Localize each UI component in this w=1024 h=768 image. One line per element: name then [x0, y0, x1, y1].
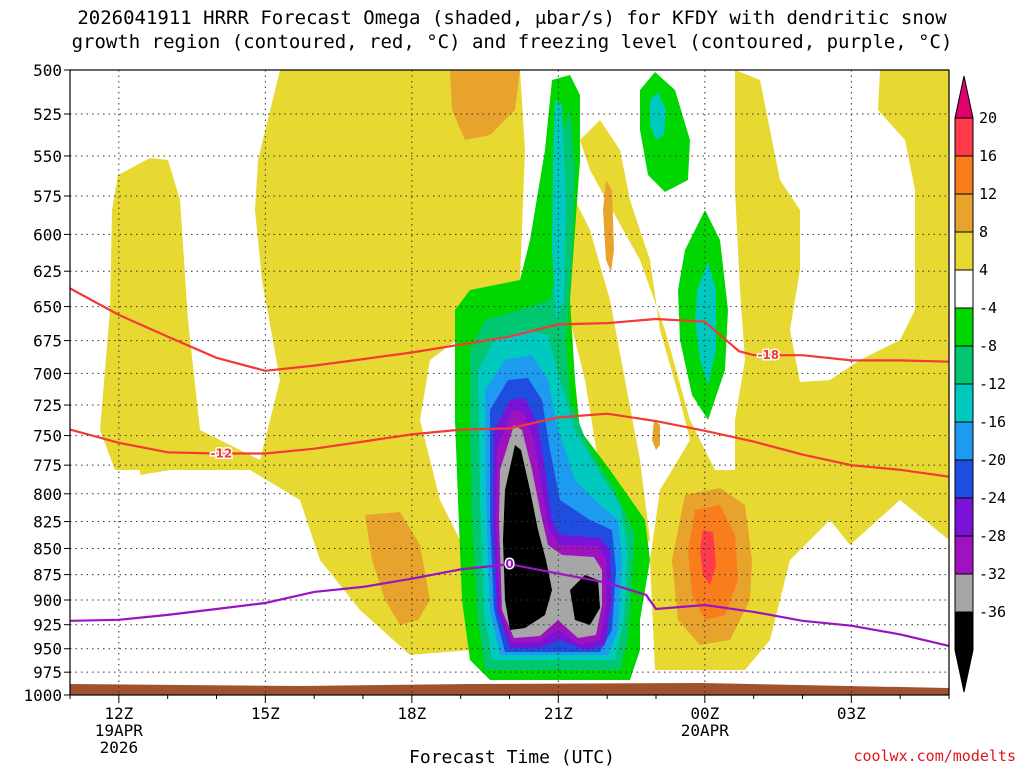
y-tick-label: 925 [33, 616, 62, 635]
x-tick-date-label: 20APR [681, 721, 730, 740]
colorbar-level-label: 4 [979, 261, 988, 279]
y-tick-label: 1000 [23, 686, 62, 705]
y-tick-label: 825 [33, 513, 62, 532]
freezing-level-contour-label: 0 [505, 557, 513, 571]
colorbar-level-label: -4 [979, 299, 997, 317]
colorbar-level-label: 16 [979, 147, 997, 165]
x-tick-year-label: 2026 [100, 738, 139, 757]
omega-fill-neg12-neg16-topstreak [552, 100, 566, 320]
colorbar-swatch [954, 307, 974, 347]
colorbar: 20 16 12 8 4 -4 -8 -12 -16 -20 -24 -28 -32 -36 [954, 75, 1006, 693]
gridlines [70, 70, 949, 695]
omega-fill-8-12-left [365, 512, 430, 625]
colorbar-swatch [954, 269, 974, 309]
y-tick-label: 850 [33, 539, 62, 558]
x-tick-label: 18Z [397, 704, 426, 723]
omega-fill-8-12-thin [603, 180, 614, 272]
colorbar-swatch [954, 611, 974, 651]
colorbar-level-label: -12 [979, 375, 1006, 393]
omega-fill-below-neg36-right [570, 575, 600, 625]
chart-title-line1: 2026041911 HRRR Forecast Omega (shaded, … [77, 7, 947, 29]
omega-fill-4-8-region-left [100, 70, 525, 655]
colorbar-swatch [954, 459, 974, 499]
x-tick-date-label: 19APR [95, 721, 144, 740]
colorbar-swatch [954, 117, 974, 157]
colorbar-swatch [954, 383, 974, 423]
colorbar-swatch [954, 497, 974, 537]
y-tick-label: 550 [33, 147, 62, 166]
omega-fill-below-neg36-left [503, 445, 552, 630]
colorbar-level-label: -24 [979, 489, 1006, 507]
dgz-minus12-contour-line [69, 412, 950, 478]
omega-fill-neg12-neg16-tr [650, 92, 666, 140]
chart-title-line2: growth region (contoured, red, °C) and f… [71, 31, 953, 53]
y-tick-label: 775 [33, 456, 62, 475]
y-tick-label: 700 [33, 364, 62, 383]
contours: -12 -18 0 [69, 287, 950, 647]
y-axis: 500 525 550 575 600 625 650 675 700 725 750 775 800 8… [23, 61, 70, 705]
y-tick-label: 525 [33, 105, 62, 124]
x-tick-label: 15Z [251, 704, 280, 723]
colorbar-level-label: -32 [979, 565, 1006, 583]
omega-fill-8-12-thin2 [652, 420, 660, 450]
y-tick-label: 675 [33, 332, 62, 351]
colorbar-top-arrow [954, 75, 974, 119]
colorbar-swatch [954, 231, 974, 271]
plot-area: -12 -18 0 [69, 69, 950, 696]
x-tick-label: 12Z [104, 704, 133, 723]
y-tick-label: 875 [33, 566, 62, 585]
freezing-level-contour-line [69, 563, 950, 647]
colorbar-level-label: -16 [979, 413, 1006, 431]
colorbar-level-label: -20 [979, 451, 1006, 469]
y-tick-label: 975 [33, 663, 62, 682]
y-tick-label: 500 [33, 61, 62, 80]
dgz-minus12-contour-label: -12 [211, 446, 233, 460]
y-tick-label: 900 [33, 591, 62, 610]
dgz-minus18-contour-label: -18 [757, 348, 779, 362]
y-tick-label: 600 [33, 225, 62, 244]
colorbar-bottom-arrow [954, 649, 974, 693]
chart-title: 2026041911 HRRR Forecast Omega (shaded, … [0, 6, 1024, 54]
colorbar-level-label: -36 [979, 603, 1006, 621]
y-tick-label: 625 [33, 262, 62, 281]
colorbar-swatch [954, 421, 974, 461]
y-tick-label: 950 [33, 640, 62, 659]
x-tick-label: 00Z [690, 704, 719, 723]
y-tick-label: 650 [33, 298, 62, 317]
credit-text: coolwx.com/modelts [853, 747, 1016, 765]
colorbar-swatch [954, 193, 974, 233]
colorbar-level-label: 12 [979, 185, 997, 203]
y-tick-label: 575 [33, 187, 62, 206]
x-tick-label: 03Z [837, 704, 866, 723]
y-tick-label: 725 [33, 396, 62, 415]
colorbar-level-label: 8 [979, 223, 988, 241]
y-tick-label: 750 [33, 427, 62, 446]
colorbar-swatch [954, 535, 974, 575]
x-tick-label: 21Z [544, 704, 573, 723]
omega-fill-4-8-region-mid [560, 200, 650, 560]
ground-strip [70, 683, 949, 695]
colorbar-swatch [954, 345, 974, 385]
colorbar-swatch [954, 155, 974, 195]
colorbar-level-label: -28 [979, 527, 1006, 545]
colorbar-level-label: -8 [979, 337, 997, 355]
y-tick-label: 800 [33, 485, 62, 504]
omega-fill-16-20-right [700, 530, 716, 585]
colorbar-level-label: 20 [979, 109, 997, 127]
dgz-minus18-contour-line [69, 287, 950, 372]
x-axis-title: Forecast Time (UTC) [409, 747, 615, 768]
omega-fill-4-8-region-right [580, 70, 949, 670]
omega-fill-8-12-top [450, 70, 520, 140]
omega-shading [70, 70, 949, 695]
colorbar-swatch [954, 573, 974, 613]
